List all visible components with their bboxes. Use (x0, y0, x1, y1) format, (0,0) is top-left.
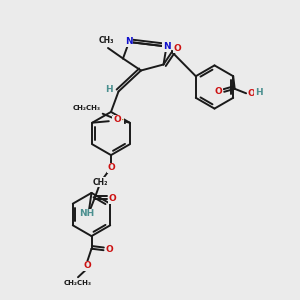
Text: O: O (109, 194, 116, 203)
Text: O: O (83, 261, 91, 270)
Text: N: N (125, 38, 133, 46)
Text: O: O (106, 245, 113, 254)
Text: CH₃: CH₃ (99, 36, 114, 45)
Text: O: O (173, 44, 181, 52)
Text: O: O (214, 87, 222, 96)
Text: Br: Br (112, 117, 124, 126)
Text: H: H (255, 88, 262, 97)
Text: N: N (163, 42, 170, 51)
Text: O: O (107, 163, 115, 172)
Text: H: H (105, 85, 113, 94)
Text: O: O (248, 89, 255, 98)
Text: CH₂: CH₂ (92, 178, 108, 187)
Text: O: O (113, 115, 121, 124)
Text: CH₂CH₃: CH₂CH₃ (72, 105, 100, 111)
Text: CH₂CH₃: CH₂CH₃ (64, 280, 92, 286)
Text: NH: NH (80, 209, 94, 218)
